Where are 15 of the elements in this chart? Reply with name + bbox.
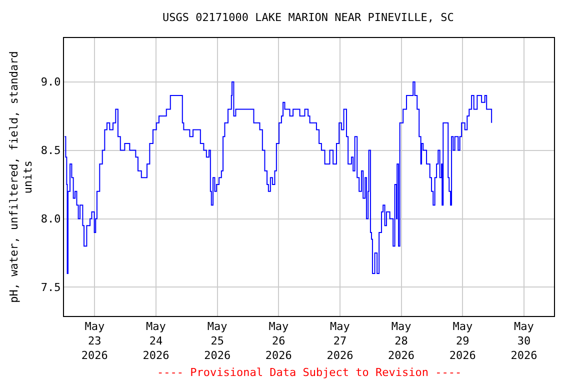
x-tick-label: May 26 2026 [265,320,292,362]
x-tick-label: May 27 2026 [326,320,354,362]
x-tick-label: May 28 2026 [388,320,415,362]
x-tick-label: May 25 2026 [204,320,231,362]
y-tick-label: 9.0 [40,76,61,89]
x-tick-label: May 30 2026 [510,320,538,362]
x-tick-label: May 24 2026 [142,320,170,362]
y-tick-label: 8.5 [40,144,61,158]
chart-title: USGS 02171000 LAKE MARION NEAR PINEVILLE, SC [162,11,454,24]
y-tick-label: 7.5 [40,281,61,294]
y-axis-title: pH, water, unfiltered, field, standard units [7,51,35,303]
text: ---- Provisional Data Subject to Revision ---- [157,366,462,379]
x-tick-label: May 23 2026 [81,320,108,362]
x-tick-label: May 29 2026 [449,320,476,362]
y-tick-label: 8.0 [40,212,61,226]
